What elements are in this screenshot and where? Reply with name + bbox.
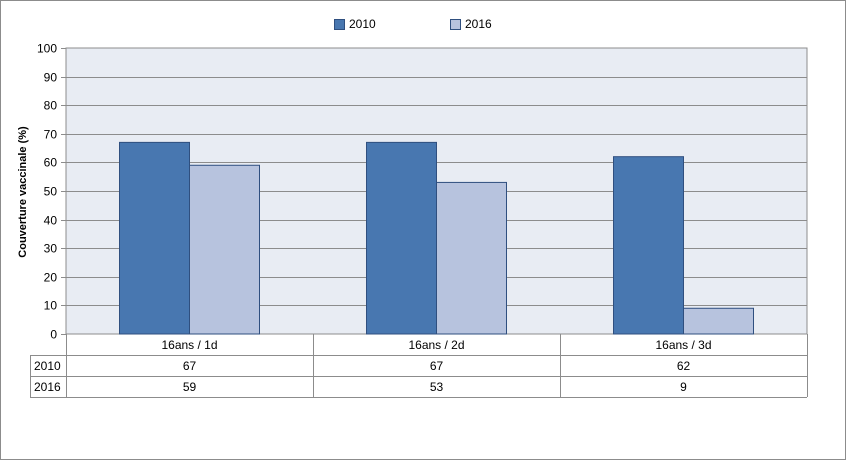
y-axis-ticks: 0 10 20 30 40 50 60 70 80 90 100 [37,42,66,342]
category-label: 16ans / 2d [408,338,464,352]
data-table: 16ans / 1d 16ans / 2d 16ans / 3d 2010 67 67 62… [30,334,808,398]
bar-2016-2 [436,181,507,335]
category-label: 16ans / 3d [655,338,711,352]
y-tick-label: 30 [44,242,58,256]
bar-2010-3 [613,156,684,335]
legend: 2010 2016 [0,17,846,33]
y-tick-label: 80 [44,99,58,113]
data-label: 67 [183,359,197,373]
data-label: 9 [680,380,687,394]
y-tick-label: 90 [44,71,58,85]
y-tick-label: 0 [50,328,57,342]
table-series-label: 2016 [34,380,61,394]
y-tick-label: 40 [44,214,58,228]
y-tick-label: 70 [44,128,58,142]
y-tick-label: 50 [44,185,58,199]
data-label: 62 [677,359,691,373]
data-label: 59 [183,380,197,394]
bar-2016-3 [683,307,754,335]
y-axis-label: Couverture vaccinale (%) [17,126,29,258]
data-label: 53 [430,380,444,394]
y-tick-label: 20 [44,271,58,285]
bar-2016-1 [189,164,260,335]
category-label: 16ans / 1d [161,338,217,352]
legend-item-2010: 2010 [334,17,376,31]
bar-2010-1 [119,141,190,335]
table-series-label: 2010 [34,359,61,373]
legend-swatch-2016 [450,18,461,30]
legend-swatch-2010 [334,18,345,30]
legend-item-2016: 2016 [450,17,492,31]
bar-2010-2 [366,141,437,335]
y-tick-label: 10 [44,299,58,313]
y-tick-label: 100 [37,42,57,56]
y-tick-label: 60 [44,156,58,170]
bars [119,141,754,335]
data-label: 67 [430,359,444,373]
legend-label-2016: 2016 [465,17,492,31]
legend-label-2010: 2010 [349,17,376,31]
